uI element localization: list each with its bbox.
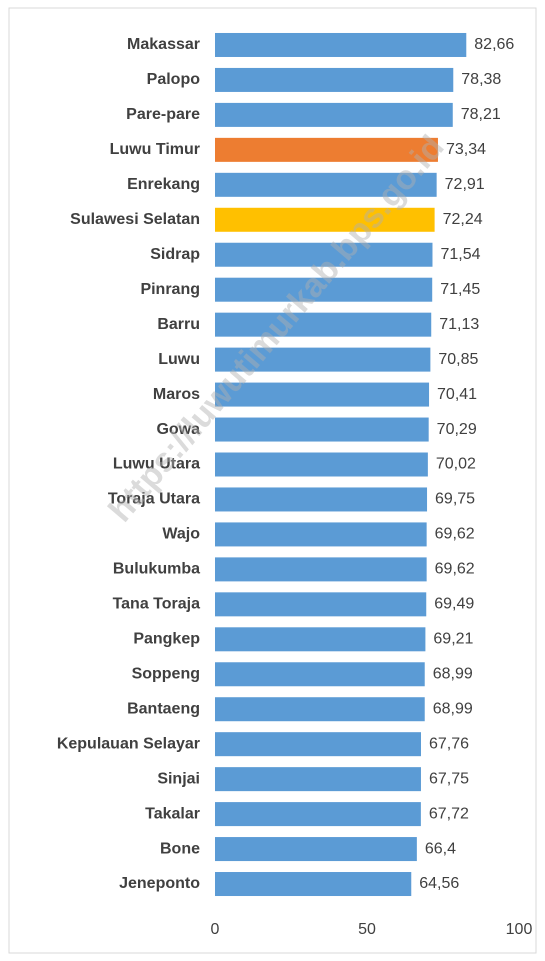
value-label: 78,38 [461,71,501,88]
bar [215,417,429,442]
y-tick-label: Makassar [127,36,200,53]
y-tick-label: Sinjai [157,770,200,787]
bar [215,382,430,407]
bar [215,102,453,127]
value-label: 72,91 [445,176,485,193]
bar [215,592,427,617]
y-tick-label: Takalar [145,805,200,822]
y-tick-label: Kepulauan Selayar [57,735,200,752]
value-label: 67,72 [429,805,469,822]
y-tick-label: Bantaeng [127,700,200,717]
y-tick-label: Gowa [156,421,200,438]
y-tick-label: Soppeng [132,665,200,682]
bar [215,522,427,547]
y-tick-label: Luwu Timur [110,141,200,158]
value-label: 71,54 [440,246,480,263]
y-tick-label: Pangkep [133,631,200,648]
value-label: 68,99 [433,665,473,682]
bar [215,207,435,232]
y-tick-label: Toraja Utara [108,491,200,508]
bar [215,802,421,827]
x-tick-label: 50 [358,921,376,938]
bar [215,347,431,372]
bar [215,277,433,302]
x-tick-label: 100 [506,921,533,938]
y-tick-label: Pinrang [140,281,200,298]
value-label: 69,49 [434,596,474,613]
bar [215,32,467,57]
y-tick-label: Sulawesi Selatan [70,211,200,228]
bar [215,837,417,862]
value-label: 70,85 [438,351,478,368]
bar [215,312,432,337]
y-tick-label: Tana Toraja [113,596,201,613]
y-tick-label: Bone [160,840,200,857]
value-label: 70,02 [436,456,476,473]
y-tick-label: Luwu [158,351,200,368]
y-tick-label: Maros [153,386,200,403]
y-tick-label: Sidrap [150,246,200,263]
bar [215,627,426,652]
y-tick-label: Pare-pare [126,106,200,123]
value-label: 67,75 [429,770,469,787]
value-label: 71,13 [439,316,479,333]
bar [215,172,437,197]
y-tick-label: Barru [157,316,200,333]
y-tick-label: Palopo [147,71,201,88]
bar [215,732,421,757]
y-tick-label: Jeneponto [119,875,200,892]
value-label: 69,62 [435,561,475,578]
bar [215,767,421,792]
value-label: 66,4 [425,840,456,857]
value-label: 70,41 [437,386,477,403]
bar [215,487,428,512]
bar [215,697,425,722]
bar [215,557,427,582]
value-label: 69,21 [433,631,473,648]
y-tick-label: Wajo [162,526,200,543]
value-label: 71,45 [440,281,480,298]
value-label: 70,29 [437,421,477,438]
bar [215,662,425,687]
y-tick-label: Luwu Utara [113,456,200,473]
value-label: 82,66 [474,36,514,53]
value-label: 78,21 [461,106,501,123]
bar [215,452,428,477]
y-tick-label: Enrekang [127,176,200,193]
bar [215,137,438,162]
y-tick-label: Bulukumba [113,561,200,578]
chart-border [8,7,537,954]
value-label: 72,24 [443,211,483,228]
bar [215,67,454,92]
bar [215,872,412,897]
value-label: 64,56 [419,875,459,892]
value-label: 67,76 [429,735,469,752]
value-label: 68,99 [433,700,473,717]
bar [215,242,433,267]
value-label: 69,75 [435,491,475,508]
value-label: 73,34 [446,141,486,158]
value-label: 69,62 [435,526,475,543]
x-tick-label: 0 [211,921,220,938]
